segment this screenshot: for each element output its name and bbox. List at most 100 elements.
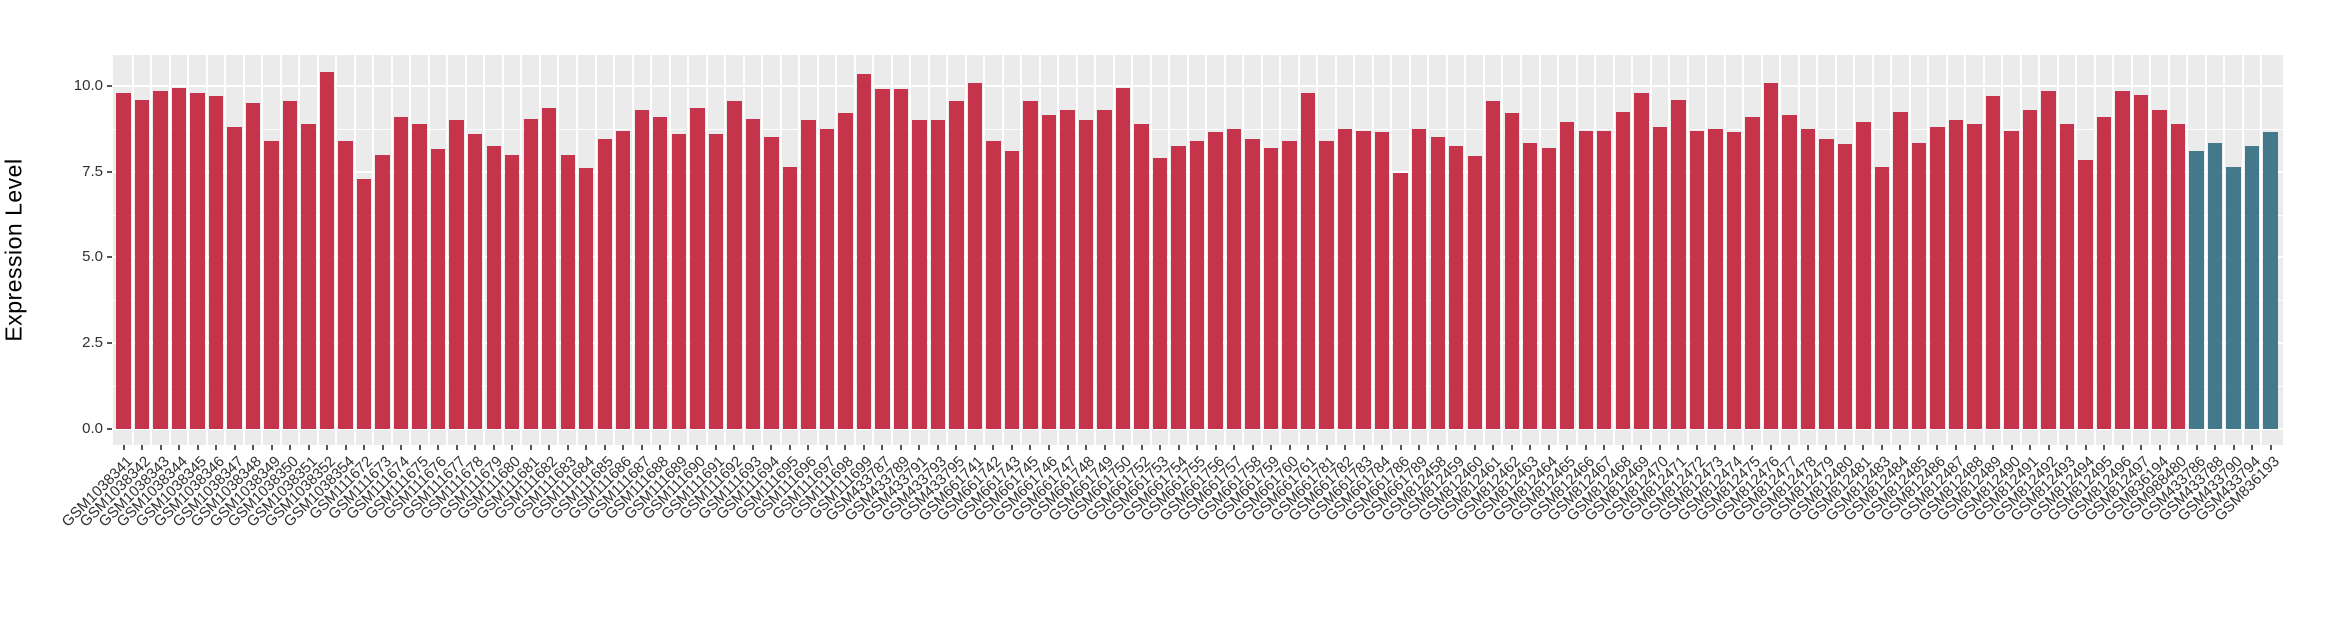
vertical-gridline: [353, 55, 356, 445]
bar-GSM111689: [671, 133, 686, 429]
vertical-gridline: [1149, 55, 1152, 445]
bar-GSM812461: [1486, 101, 1501, 429]
x-tick-mark: [1066, 445, 1069, 450]
vertical-gridline: [1760, 55, 1763, 445]
bar-GSM1038343: [153, 91, 168, 429]
bar-GSM661758: [1245, 139, 1260, 429]
bar-GSM111695: [782, 166, 798, 429]
vertical-gridline: [1520, 55, 1522, 445]
vertical-gridline: [1834, 55, 1837, 445]
bar-GSM812494: [2078, 159, 2093, 429]
x-tick-mark: [122, 445, 125, 450]
vertical-gridline: [1575, 55, 1578, 445]
vertical-gridline: [909, 55, 912, 445]
vertical-gridline: [1779, 55, 1782, 445]
bar-GSM111677: [449, 120, 464, 429]
bar-GSM661760: [1282, 140, 1297, 429]
x-tick-mark: [511, 445, 514, 450]
bar-GSM661784: [1374, 132, 1390, 429]
y-tick-mark: [107, 85, 112, 87]
x-tick-mark: [1344, 445, 1347, 450]
bar-GSM661759: [1263, 147, 1279, 429]
x-tick-mark: [1270, 445, 1273, 450]
x-tick-mark: [1085, 445, 1088, 450]
x-tick-mark: [2047, 445, 2050, 450]
vertical-gridline: [1649, 55, 1652, 445]
bar-GSM812472: [1689, 130, 1705, 429]
bar-GSM812458: [1430, 137, 1445, 429]
vertical-gridline: [1371, 55, 1374, 445]
bar-GSM812492: [2041, 91, 2056, 429]
x-tick-mark: [418, 445, 421, 450]
bar-GSM1038348: [245, 103, 261, 429]
x-tick-mark: [2029, 445, 2032, 450]
x-tick-mark: [1399, 445, 1402, 450]
x-tick-mark: [1251, 445, 1254, 450]
vertical-gridline: [2186, 55, 2189, 445]
vertical-gridline: [816, 55, 819, 445]
x-tick-mark: [825, 445, 828, 450]
x-tick-mark: [862, 445, 865, 450]
bar-GSM661746: [1041, 115, 1057, 429]
x-tick-mark: [2177, 445, 2180, 450]
bar-GSM1038341: [116, 92, 131, 429]
major-gridline: [113, 427, 2283, 430]
expression-bar-chart: Expression Level 0.0 2.5 5.0 7.5 10.0 GSM103…: [0, 55, 2283, 531]
vertical-gridline: [1538, 55, 1541, 445]
x-tick-mark: [437, 445, 440, 450]
plot-panel: [113, 55, 2283, 445]
minor-gridline: [113, 128, 2283, 130]
bar-GSM111690: [690, 108, 705, 429]
x-tick-mark: [492, 445, 495, 450]
x-tick-mark: [1529, 445, 1532, 450]
vertical-gridline: [853, 55, 856, 445]
x-tick-mark: [455, 445, 458, 450]
y-axis-title: Expression Level: [0, 158, 27, 342]
vertical-gridline: [1131, 55, 1134, 445]
vertical-gridline: [1445, 55, 1448, 445]
bar-GSM1038350: [282, 101, 298, 429]
vertical-gridline: [1668, 55, 1671, 445]
bar-GSM812475: [1745, 116, 1760, 429]
x-tick-mark: [566, 445, 569, 450]
bar-GSM812469: [1634, 92, 1649, 429]
vertical-gridline: [1186, 55, 1189, 445]
bar-GSM661755: [1189, 140, 1205, 429]
bar-GSM111687: [634, 109, 649, 429]
vertical-gridline: [390, 55, 393, 445]
y-tick-mark: [107, 342, 112, 345]
x-tick-mark: [1214, 445, 1217, 450]
vertical-gridline: [798, 55, 801, 445]
vertical-gridline: [1871, 55, 1874, 445]
vertical-gridline: [1408, 55, 1411, 445]
x-tick-mark: [1917, 445, 1920, 450]
bar-GSM812466: [1578, 130, 1593, 429]
bar-GSM812464: [1541, 147, 1556, 429]
vertical-gridline: [1168, 55, 1171, 445]
x-tick-mark: [2066, 445, 2069, 450]
vertical-gridline: [520, 55, 523, 445]
vertical-gridline: [1242, 55, 1245, 445]
bar-GSM661781: [1319, 140, 1334, 429]
x-tick-mark: [1843, 445, 1846, 450]
bar-GSM111681: [523, 118, 538, 429]
bar-GSM812493: [2059, 123, 2075, 429]
bar-GSM812481: [1856, 121, 1871, 429]
vertical-gridline: [2204, 55, 2207, 445]
x-tick-mark: [2140, 445, 2143, 450]
x-tick-mark: [733, 445, 736, 450]
bar-GSM1038352: [319, 72, 335, 429]
vertical-gridline: [464, 55, 467, 445]
x-tick-mark: [215, 445, 218, 450]
x-tick-mark: [2103, 445, 2106, 450]
bar-GSM812483: [1874, 166, 1890, 429]
x-tick-mark: [1307, 445, 1310, 450]
vertical-gridline: [594, 55, 597, 445]
bar-GSM433786: [2189, 151, 2204, 429]
vertical-gridline: [742, 55, 745, 445]
x-tick-mark: [1103, 445, 1106, 450]
vertical-gridline: [1797, 55, 1800, 445]
y-tick-label: 2.5: [82, 334, 103, 352]
x-tick-mark: [640, 445, 643, 450]
x-tick-mark: [474, 445, 477, 450]
